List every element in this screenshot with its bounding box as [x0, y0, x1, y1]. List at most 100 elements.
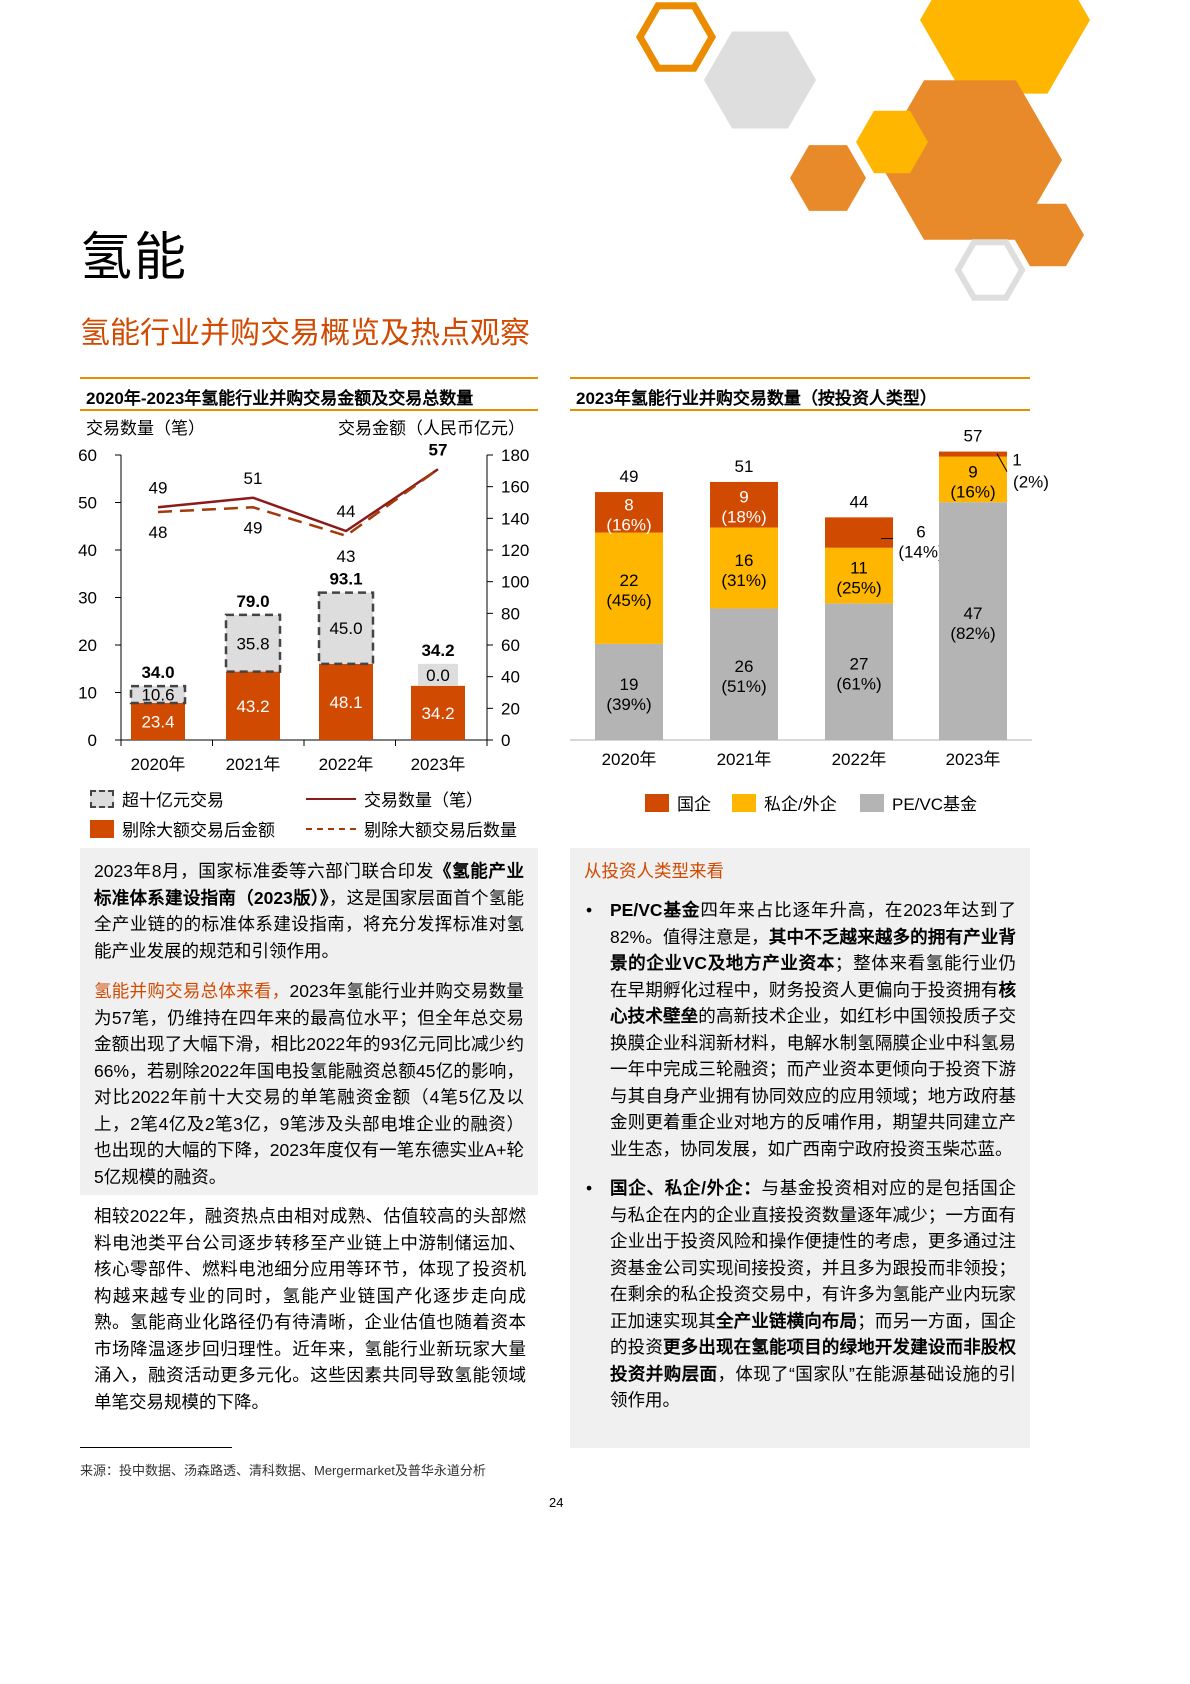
- segment-pct-label: (61%): [836, 675, 881, 694]
- chart2-svg: 19(39%)22(45%)8(16%)492020年26(51%)16(31%…: [570, 427, 1049, 769]
- segment-pct-label: (2%): [1013, 473, 1049, 492]
- segment-value-label: 26: [735, 657, 754, 676]
- segment-pct-label: (14%): [898, 543, 943, 562]
- bar-amount-ex-label: 48.1: [329, 693, 362, 712]
- segment-pct-label: (45%): [606, 591, 651, 610]
- hexagon-shape: [954, 239, 1026, 301]
- segment-value-label: 9: [968, 462, 977, 481]
- paragraph-overview: 氢能并购交易总体来看，2023年氢能行业并购交易数量为57笔，仍维持在四年来的最…: [94, 978, 524, 1190]
- hexagon-shape: [1012, 203, 1084, 267]
- segment-pct-label: (16%): [606, 515, 651, 534]
- bar-segment-pevc: [939, 502, 1007, 740]
- bar-amount-ex: [131, 702, 185, 740]
- bar-segment-pevc: [710, 608, 778, 740]
- text-segment: ，这是国家层面首个氢能全产业链的的标准体系建设指南，将充分发挥标准对氢能产业发展…: [94, 887, 524, 961]
- x-tick-label: 2022年: [319, 755, 374, 774]
- segment-pct-label: (39%): [606, 695, 651, 714]
- text-segment: 相较2022年，融资热点由相对成熟、估值较高的头部燃料电池类平台公司逐步转移至产…: [94, 1206, 526, 1412]
- chart1-title: 2020年-2023年氢能行业并购交易金额及交易总数量: [80, 377, 538, 411]
- hexagon-shape: [635, 2, 717, 72]
- left-tick-label: 20: [78, 636, 97, 655]
- highlight-text: 氢能并购交易总体来看，: [94, 981, 290, 1001]
- segment-pct-label: (25%): [836, 579, 881, 598]
- legend-label: 国企: [677, 795, 711, 814]
- bold-text: PE/VC基金: [610, 900, 701, 920]
- bar-amount-ex-label: 34.2: [421, 704, 454, 723]
- bar-large-deals: [129, 684, 187, 705]
- hexagon-shape: [704, 31, 816, 129]
- bar-total-label: 51: [735, 457, 754, 476]
- bar-total-label: 93.1: [329, 570, 362, 589]
- bold-text: 其中不乏越来越多的拥有产业背景的企业VC及地方产业资本: [610, 926, 1017, 974]
- right-tick-label: 60: [501, 636, 520, 655]
- segment-pct-label: (31%): [721, 571, 766, 590]
- segment-value-label: 6: [916, 523, 925, 542]
- bar-total-label: 44: [850, 492, 869, 511]
- x-tick-label: 2020年: [131, 755, 186, 774]
- legend-private: 私企/外企: [732, 790, 837, 815]
- bullet-pevc: PE/VC基金四年来占比逐年升高，在2023年达到了82%。值得注意是，其中不乏…: [584, 897, 1016, 1162]
- legend-count-line: 交易数量（笔）: [306, 786, 483, 811]
- line-count-ex-label: 49: [244, 518, 263, 537]
- bar-total-label: 34.0: [141, 663, 174, 682]
- text-segment: 2023年氢能行业并购交易数量为57笔，仍维持在四年来的最高位水平；但全年总交易…: [94, 981, 524, 1187]
- bar-segment-pevc: [825, 603, 893, 740]
- bar-amount-ex: [226, 671, 280, 740]
- bar-amount-ex: [411, 685, 465, 740]
- legend-soe: 国企: [645, 790, 711, 815]
- legend-swatch: [645, 793, 669, 812]
- paragraph-hotspots: 相较2022年，融资热点由相对成熟、估值较高的头部燃料电池类平台公司逐步转移至产…: [94, 1203, 526, 1415]
- bold-text: 核心技术壁垒: [610, 979, 1016, 1027]
- right-tick-label: 20: [501, 699, 520, 718]
- chart1-right-axis-label: 交易金额（人民币亿元）: [338, 419, 525, 438]
- legend-amount-ex: 剔除大额交易后金额: [90, 816, 275, 841]
- summary-panel: 2023年8月，国家标准委等六部门联合印发《氢能产业标准体系建设指南（2023版…: [80, 848, 538, 1195]
- segment-pct-label: (51%): [721, 677, 766, 696]
- bar-segment-private: [825, 547, 893, 604]
- page-number: 24: [549, 1495, 564, 1510]
- bar-segment-soe: [710, 481, 778, 528]
- legend-swatch: [732, 793, 756, 812]
- legend-label: 私企/外企: [764, 795, 837, 814]
- right-tick-label: 180: [501, 446, 529, 465]
- right-tick-label: 80: [501, 604, 520, 623]
- x-tick-label: 2020年: [602, 750, 657, 769]
- legend-pevc: PE/VC基金: [860, 790, 977, 815]
- segment-value-label: 9: [739, 488, 748, 507]
- bar-total-label: 79.0: [236, 592, 269, 611]
- text-segment: ；而另一方面，国企的投资: [610, 1310, 1017, 1358]
- bar-segment-soe: [939, 451, 1007, 457]
- bar-segment-private: [710, 527, 778, 609]
- callout-line: [996, 453, 1008, 472]
- segment-pct-label: (18%): [721, 508, 766, 527]
- bar-amount-ex-label: 43.2: [236, 697, 269, 716]
- text-segment: ；整体来看氢能行业仍在早期孵化过程中，财务投资人更偏向于投资拥有: [610, 953, 1017, 1000]
- bar-amount-ex-label: 23.4: [141, 712, 174, 731]
- hexagon-shape: [878, 80, 1062, 240]
- x-tick-label: 2023年: [411, 755, 466, 774]
- investor-heading: 从投资人类型来看: [584, 861, 724, 881]
- bar-total-label: 57: [964, 427, 983, 446]
- source-note: 来源：投中数据、汤森路透、清科数据、Mergermarket及普华永道分析: [80, 1463, 486, 1478]
- bold-text: 国企、私企/外企：: [610, 1178, 762, 1198]
- hexagon-shape: [856, 110, 928, 174]
- bar-large-deals: [317, 591, 375, 666]
- bar-large-deals: [224, 613, 282, 673]
- bullet-soe-private: 国企、私企/外企：与基金投资相对应的是包括国企与私企在内的企业直接投资数量逐年减…: [584, 1175, 1016, 1414]
- bar-large-deals-label: 10.6: [141, 686, 174, 705]
- line-count: [157, 468, 439, 533]
- segment-value-label: 1: [1012, 451, 1021, 470]
- x-tick-label: 2023年: [946, 750, 1001, 769]
- left-tick-label: 0: [88, 731, 97, 750]
- right-tick-label: 120: [501, 541, 529, 560]
- legend-swatch: [306, 797, 356, 800]
- line-count-label: 44: [337, 502, 356, 521]
- left-tick-label: 10: [78, 684, 97, 703]
- bar-large-deals: [418, 663, 458, 686]
- hexagon-shape: [790, 145, 866, 211]
- right-tick-label: 40: [501, 668, 520, 687]
- footnote-divider: [80, 1447, 232, 1448]
- left-tick-label: 30: [78, 589, 97, 608]
- line-count-ex-label: 43: [337, 547, 356, 566]
- legend-label: 剔除大额交易后数量: [364, 821, 517, 840]
